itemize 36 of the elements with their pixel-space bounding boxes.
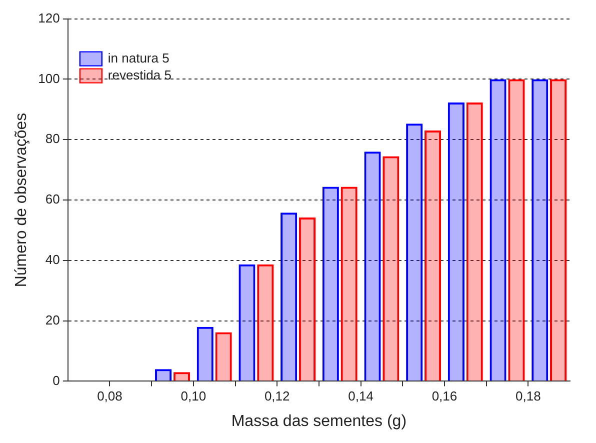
bar	[466, 102, 483, 381]
bar	[215, 332, 232, 381]
bar	[382, 156, 400, 381]
legend-label: revestida 5	[108, 67, 172, 82]
bar	[196, 326, 214, 381]
bar	[490, 79, 506, 381]
y-axis-title: Número de observações	[13, 112, 30, 288]
y-tick-label: 0	[52, 372, 60, 388]
y-tick-label: 20	[45, 312, 60, 328]
x-tick-label: 0,08	[97, 388, 122, 404]
bar	[550, 79, 567, 381]
bar	[280, 212, 298, 381]
x-axis-title: Massa das sementes (g)	[231, 412, 407, 430]
bar	[340, 186, 358, 381]
bar	[364, 152, 381, 381]
y-tick-label: 80	[45, 131, 60, 146]
bar	[532, 79, 548, 381]
x-tick-label: 0,10	[180, 388, 206, 404]
bar	[448, 102, 464, 381]
x-tick-label: 0,12	[264, 388, 290, 404]
bar	[406, 124, 423, 381]
bar	[298, 218, 316, 381]
y-tick-label: 40	[45, 252, 60, 267]
bar	[257, 264, 274, 381]
bar	[173, 372, 190, 381]
x-tick-label: 0,14	[348, 388, 374, 404]
x-tick-label: 0,16	[432, 388, 458, 404]
bar	[238, 264, 256, 381]
bar	[322, 186, 339, 381]
y-tick-label: 100	[38, 70, 60, 86]
bar	[508, 79, 525, 381]
y-tick-label: 60	[45, 192, 60, 207]
x-tick-label: 0,18	[516, 388, 541, 404]
bar	[424, 130, 442, 381]
legend-label: in natura 5	[108, 50, 170, 66]
y-tick-label: 120	[38, 10, 60, 26]
